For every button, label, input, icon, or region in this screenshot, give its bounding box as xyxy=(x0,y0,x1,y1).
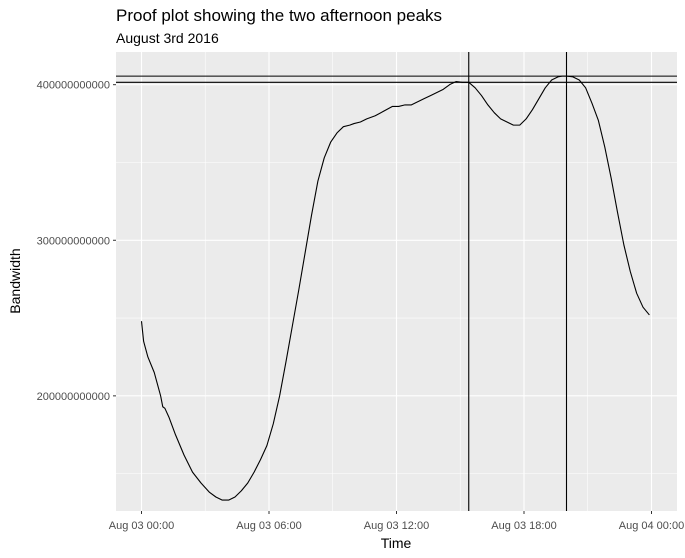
x-axis-title: Time xyxy=(381,535,412,551)
x-tick-label: Aug 03 06:00 xyxy=(236,520,301,532)
y-tick-label: 400000000000 xyxy=(37,80,110,92)
x-tick-label: Aug 04 00:00 xyxy=(619,520,684,532)
x-tick-label: Aug 03 18:00 xyxy=(491,520,556,532)
x-tick-label: Aug 03 00:00 xyxy=(109,520,174,532)
chart-subtitle: August 3rd 2016 xyxy=(116,30,219,46)
x-axis-ticks: Aug 03 00:00 Aug 03 06:00 Aug 03 12:00 Aug … xyxy=(109,511,684,532)
y-axis-title: Bandwidth xyxy=(7,248,23,313)
y-axis-ticks: 200000000000 300000000000 400000000000 xyxy=(37,80,116,403)
reference-lines xyxy=(116,52,677,511)
x-tick-label: Aug 03 12:00 xyxy=(364,520,429,532)
chart-title: Proof plot showing the two afternoon pea… xyxy=(116,6,443,25)
y-tick-label: 200000000000 xyxy=(37,391,110,403)
y-tick-label: 300000000000 xyxy=(37,235,110,247)
